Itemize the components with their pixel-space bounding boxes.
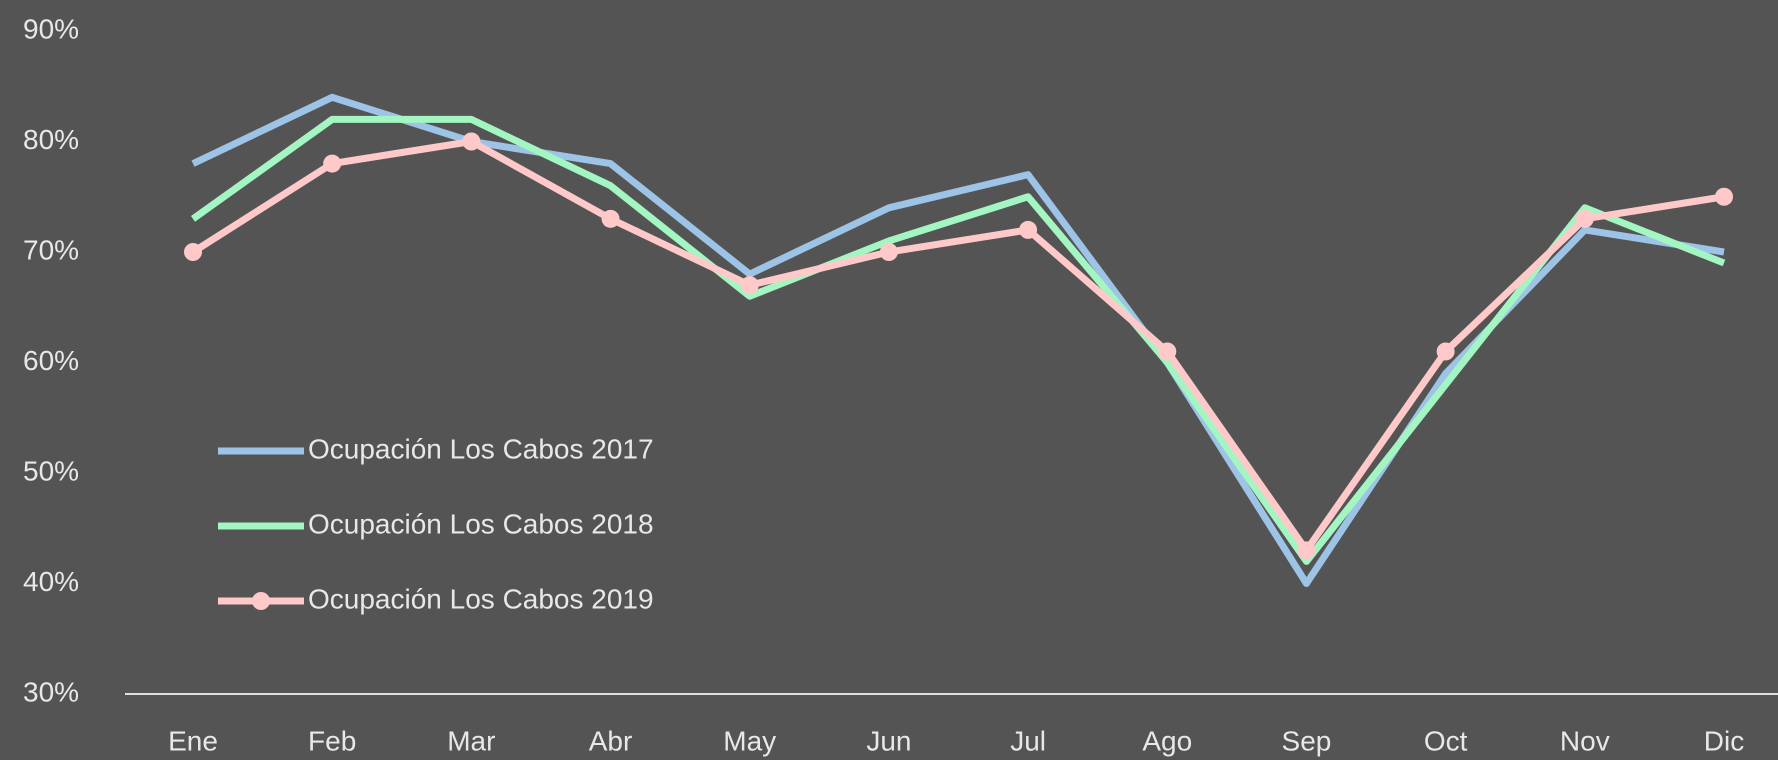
point-marker xyxy=(601,209,620,228)
legend-label: Ocupación Los Cabos 2017 xyxy=(308,433,654,464)
point-marker xyxy=(462,132,481,151)
x-tick-label: Jun xyxy=(866,725,911,756)
x-tick-label: Nov xyxy=(1560,725,1610,756)
point-marker xyxy=(323,154,342,173)
y-tick-label: 60% xyxy=(23,345,79,376)
y-tick-label: 80% xyxy=(23,124,79,155)
point-marker xyxy=(879,243,898,261)
x-tick-label: Dic xyxy=(1704,725,1744,756)
y-tick-label: 40% xyxy=(23,566,79,597)
point-marker xyxy=(1297,541,1316,560)
x-tick-label: Jul xyxy=(1010,725,1046,756)
y-tick-label: 30% xyxy=(23,676,79,707)
x-tick-label: Ago xyxy=(1142,725,1192,756)
series-line xyxy=(190,115,1726,565)
x-tick-label: Mar xyxy=(447,725,495,756)
point-marker xyxy=(1019,220,1038,239)
x-tick-label: Ene xyxy=(168,725,218,756)
point-marker xyxy=(1575,209,1594,228)
y-tick-label: 50% xyxy=(23,455,79,486)
legend-label: Ocupación Los Cabos 2019 xyxy=(308,583,654,614)
x-tick-label: Sep xyxy=(1282,725,1332,756)
point-marker xyxy=(1436,342,1455,361)
y-tick-label: 90% xyxy=(23,13,79,44)
y-tick-label: 70% xyxy=(23,234,79,265)
point-marker xyxy=(184,243,202,261)
legend-marker xyxy=(252,592,270,610)
point-marker xyxy=(1715,187,1733,206)
x-tick-label: Oct xyxy=(1424,725,1468,756)
legend-label: Ocupación Los Cabos 2018 xyxy=(308,508,654,539)
point-marker xyxy=(1158,342,1177,361)
x-tick-label: May xyxy=(723,725,776,756)
x-tick-label: Abr xyxy=(589,725,633,756)
point-marker xyxy=(740,276,759,295)
x-tick-label: Feb xyxy=(308,725,356,756)
series-line xyxy=(191,138,1725,554)
